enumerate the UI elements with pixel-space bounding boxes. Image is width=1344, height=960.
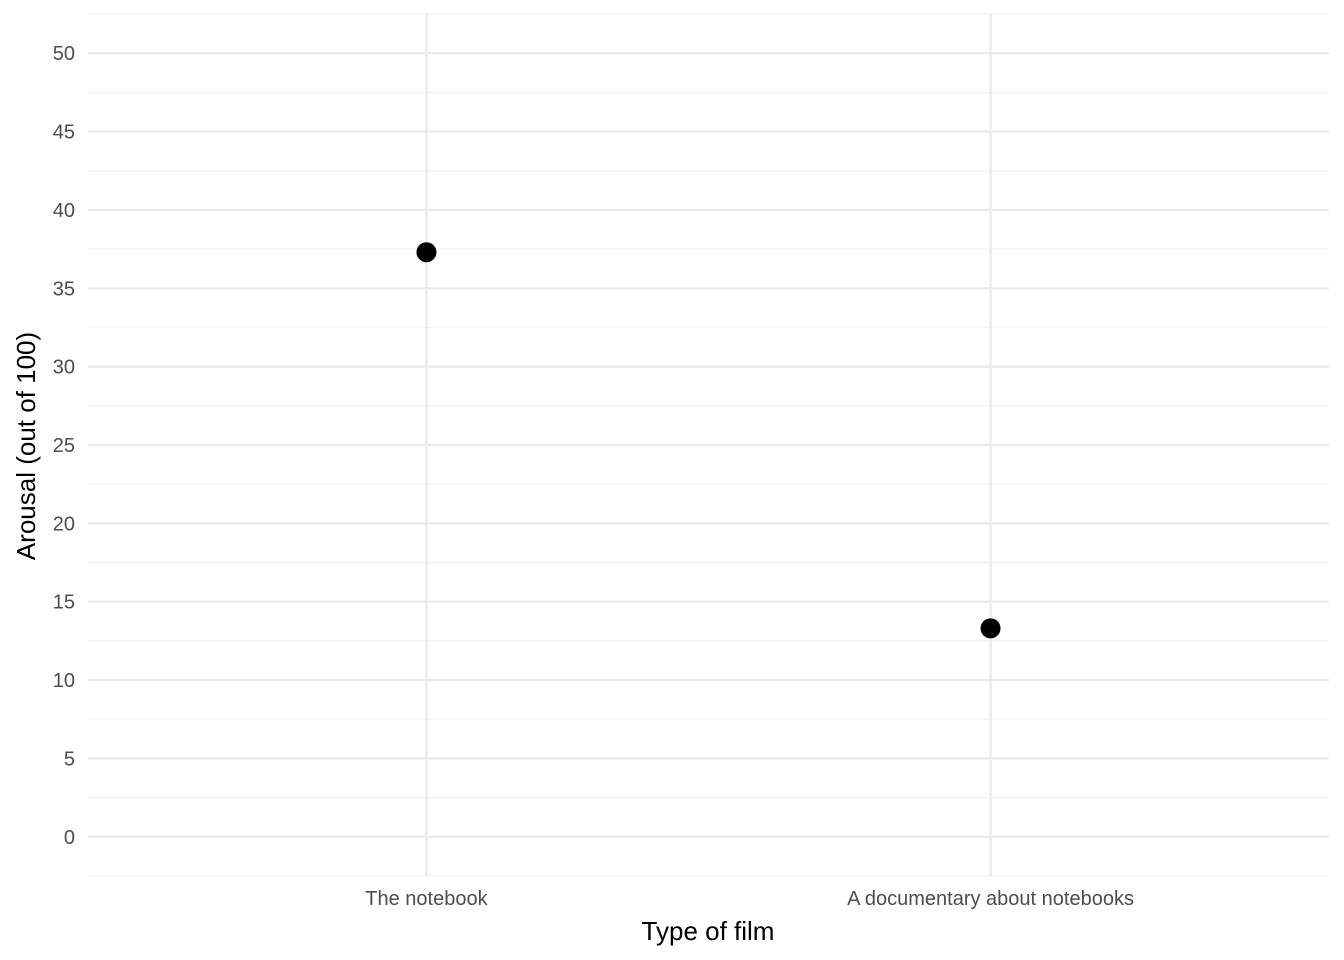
- x-axis-tick-labels: The notebook A documentary about notebook…: [365, 888, 1134, 910]
- y-axis-tick-labels: 0 5 10 15 20 25 30 35 40 45 50: [53, 43, 75, 849]
- y-tick-label: 0: [64, 827, 75, 849]
- y-tick-label: 35: [53, 278, 75, 300]
- minor-gridlines: [88, 13, 1329, 877]
- y-tick-label: 5: [64, 748, 75, 770]
- data-points: [416, 242, 1001, 639]
- y-tick-label: 50: [53, 43, 75, 65]
- x-tick-label: A documentary about notebooks: [847, 888, 1134, 910]
- major-gridlines: [88, 14, 1329, 876]
- y-tick-label: 40: [53, 200, 75, 222]
- x-tick-label: The notebook: [365, 888, 488, 910]
- data-point: [416, 242, 437, 263]
- y-tick-label: 25: [53, 435, 75, 457]
- x-axis-title: Type of film: [642, 916, 775, 946]
- data-point: [980, 618, 1001, 639]
- y-tick-label: 15: [53, 592, 75, 614]
- y-tick-label: 30: [53, 357, 75, 379]
- y-tick-label: 20: [53, 513, 75, 535]
- y-tick-label: 45: [53, 122, 75, 144]
- y-tick-label: 10: [53, 670, 75, 692]
- y-axis-title: Arousal (out of 100): [11, 332, 41, 560]
